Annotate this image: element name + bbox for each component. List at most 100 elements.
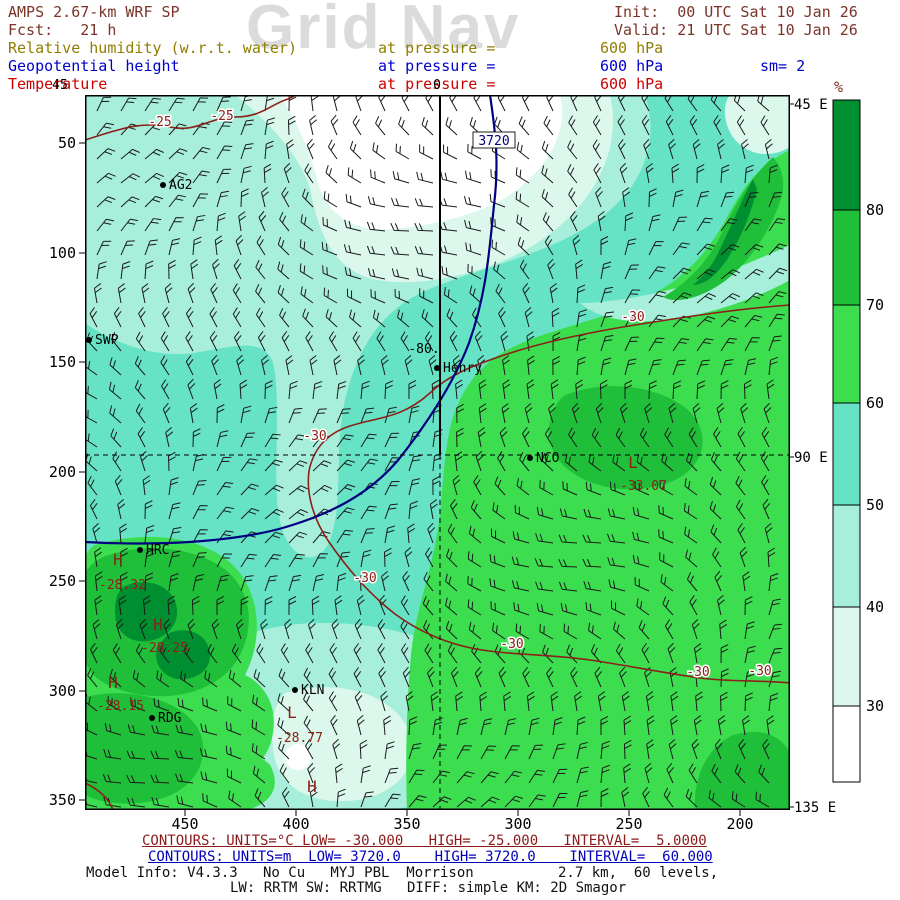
wind-barb-glyph	[287, 115, 296, 136]
wind-barb-glyph	[180, 670, 194, 688]
wind-barb	[744, 268, 764, 280]
wind-barb	[359, 571, 368, 592]
wind-barb-glyph	[504, 770, 523, 784]
wind-barb-glyph	[303, 715, 314, 736]
wind-barb	[621, 787, 630, 808]
wind-barb	[356, 594, 365, 616]
wind-barb	[376, 331, 386, 352]
wind-barb	[744, 621, 755, 640]
wind-barb-glyph	[312, 553, 328, 568]
wind-barb	[768, 356, 779, 376]
wind-barb	[192, 236, 202, 256]
wind-barb	[588, 622, 602, 640]
wind-barb	[539, 623, 554, 640]
wind-barb-glyph	[576, 716, 586, 736]
wind-barb-glyph	[120, 196, 140, 208]
wind-barb	[384, 380, 394, 400]
wind-barb	[582, 534, 602, 544]
wind-barb	[576, 309, 587, 328]
wind-barb-glyph	[552, 332, 561, 352]
wind-barb	[624, 212, 634, 232]
wind-barb-glyph	[429, 499, 438, 520]
wind-barb-glyph	[687, 572, 698, 592]
wind-barb-glyph	[592, 115, 602, 136]
wind-barb-glyph	[744, 596, 753, 616]
wind-barb	[734, 764, 746, 784]
wind-barb-glyph	[768, 218, 786, 232]
wind-barb-glyph	[519, 259, 530, 280]
wind-barb-glyph	[360, 528, 375, 544]
temp-contour-label: -30	[500, 637, 523, 652]
wind-barb	[503, 691, 512, 712]
wind-barb	[251, 743, 266, 760]
wind-barb	[346, 288, 362, 304]
wind-barb-glyph	[151, 725, 170, 736]
wind-barb-glyph	[744, 315, 763, 328]
wind-barb-glyph	[336, 529, 353, 544]
wind-barb-glyph	[252, 765, 266, 784]
field-temp-at: at pressure =	[378, 75, 496, 93]
wind-barb	[277, 693, 290, 712]
wind-barb	[474, 666, 483, 688]
wind-barb	[370, 289, 386, 304]
wind-barb	[240, 596, 249, 616]
wind-barb	[432, 475, 441, 496]
wind-barb	[120, 97, 137, 112]
wind-barb	[576, 716, 586, 736]
wind-barb-glyph	[691, 738, 700, 760]
wind-barb	[597, 691, 606, 712]
wind-barb	[548, 402, 556, 424]
wind-barb-glyph	[492, 622, 506, 640]
wind-barb	[216, 553, 233, 568]
wind-barb-glyph	[527, 355, 535, 376]
wind-barb-glyph	[542, 212, 554, 232]
wind-barb-glyph	[336, 408, 351, 424]
wind-barb-glyph	[216, 212, 226, 232]
wind-barb	[127, 797, 146, 808]
wind-barb-glyph	[209, 331, 218, 352]
wind-barb-glyph	[278, 668, 290, 688]
wind-barb-glyph	[400, 595, 410, 616]
wind-barb	[336, 459, 355, 472]
wind-barb-glyph	[621, 787, 630, 808]
wind-barb	[432, 796, 452, 808]
wind-barb	[741, 139, 749, 160]
wind-barb-glyph	[443, 286, 458, 304]
wind-barb	[240, 432, 255, 448]
wind-barb-glyph	[696, 164, 705, 184]
wind-barb-glyph	[522, 282, 530, 304]
wind-barb	[456, 745, 472, 760]
wind-barb	[742, 571, 751, 592]
wind-barb	[96, 196, 116, 208]
wind-barb	[618, 138, 626, 160]
wind-barb	[216, 168, 232, 184]
wind-barb-glyph	[744, 358, 757, 376]
wind-barb-glyph	[671, 163, 680, 184]
wind-barb-glyph	[480, 745, 497, 760]
wind-barb	[693, 643, 702, 664]
wind-barb	[384, 481, 400, 496]
wind-barb-glyph	[111, 332, 122, 352]
wind-barb-glyph	[120, 173, 141, 184]
wind-barb	[612, 454, 626, 472]
wind-barb	[696, 243, 715, 256]
wind-barb	[664, 95, 674, 112]
wind-barb	[120, 547, 128, 568]
wind-barb	[684, 526, 698, 544]
wind-barb	[225, 721, 242, 736]
wind-barb	[689, 115, 698, 136]
wind-barb	[144, 549, 155, 568]
wind-barb	[277, 261, 290, 280]
wind-barb-glyph	[344, 266, 362, 280]
colorbar-tick-label: 60	[866, 394, 884, 412]
wind-barb-glyph	[717, 715, 726, 736]
wind-barb	[305, 643, 314, 664]
wind-barb-glyph	[468, 525, 482, 544]
wind-barb	[372, 142, 386, 160]
wind-barb	[477, 427, 486, 448]
wind-barb	[504, 718, 517, 736]
wind-barb-glyph	[162, 402, 171, 424]
wind-barb-glyph	[571, 402, 580, 424]
wind-barb-glyph	[766, 715, 775, 736]
wind-barb	[585, 602, 602, 616]
